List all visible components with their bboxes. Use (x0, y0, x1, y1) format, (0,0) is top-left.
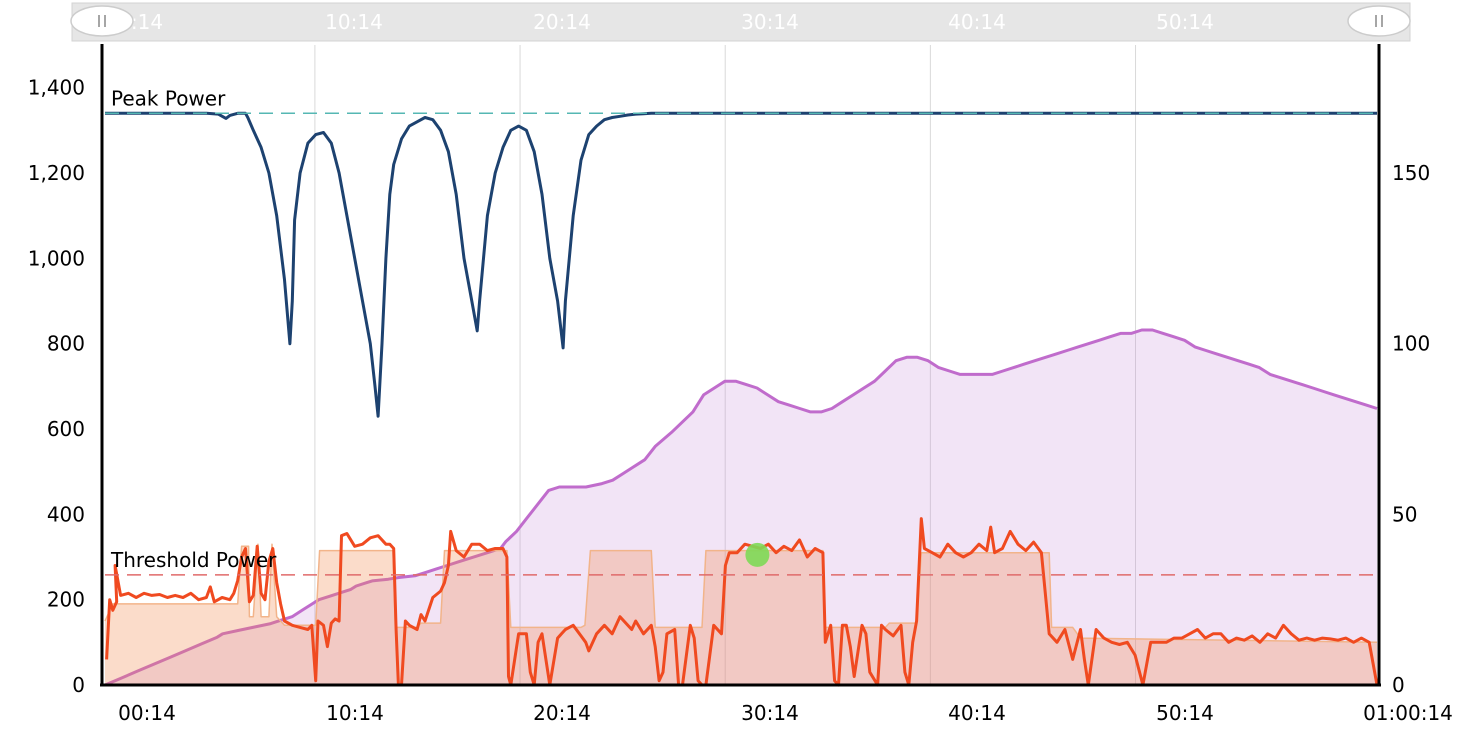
series-layer (104, 111, 1379, 687)
y-left-tick-label: 1,000 (28, 246, 85, 270)
x-tick-label: 50:14 (1156, 701, 1214, 725)
series-best_power_curve-line (105, 111, 1377, 418)
x-tick-label: 20:14 (533, 701, 591, 725)
y-left-tick-label: 600 (47, 417, 85, 441)
y-right-tick-label: 100 (1392, 332, 1430, 356)
x-tick-label: 30:14 (741, 701, 799, 725)
y-right-tick-label: 150 (1392, 161, 1430, 185)
y-left-tick-label: 0 (72, 673, 85, 697)
navigator-tick-label: :14 (131, 10, 163, 34)
range-navigator[interactable]: :14 10:14 20:14 30:14 40:14 50:14 (70, 2, 1411, 42)
y-left-tick-label: 1,200 (28, 161, 85, 185)
annotations: Peak Power Threshold Power (105, 86, 1377, 576)
y-right-tick-label: 0 (1392, 673, 1405, 697)
series-right_axis_metric-area (105, 330, 1377, 685)
navigator-tick-label: 30:14 (741, 10, 799, 34)
series-right_axis_metric-line (104, 328, 1378, 687)
x-tick-label: 00:14 (118, 701, 176, 725)
y-left-tick-label: 1,400 (28, 76, 85, 100)
marker-layer (745, 542, 770, 567)
x-tick-label: 01:00:14 (1363, 701, 1453, 725)
y-axis-right-ticks: 0 50 100 150 (1392, 161, 1430, 697)
navigator-track[interactable] (71, 2, 1411, 42)
navigator-left-handle[interactable] (70, 5, 134, 37)
navigator-tick-label: 20:14 (533, 10, 591, 34)
navigator-tick-labels: :14 10:14 20:14 30:14 40:14 50:14 (131, 10, 1214, 34)
reference-label: Threshold Power (110, 548, 277, 572)
series-power-line (105, 517, 1379, 687)
reference-label: Peak Power (111, 86, 226, 110)
vertical-gridlines (314, 45, 1137, 685)
y-left-tick-label: 200 (47, 588, 85, 612)
y-right-tick-label: 50 (1392, 502, 1417, 526)
y-axis-left-ticks: 0 200 400 600 800 1,000 1,200 1,400 (28, 76, 85, 697)
x-tick-label: 40:14 (948, 701, 1006, 725)
x-tick-label: 10:14 (326, 701, 384, 725)
y-left-tick-label: 400 (47, 502, 85, 526)
hover-marker (745, 542, 770, 567)
navigator-tick-label: 10:14 (325, 10, 383, 34)
navigator-right-handle[interactable] (1347, 5, 1411, 37)
navigator-tick-label: 50:14 (1156, 10, 1214, 34)
x-axis-ticks: 00:14 10:14 20:14 30:14 40:14 50:14 01:00:14 (118, 701, 1453, 725)
y-left-tick-label: 800 (47, 332, 85, 356)
navigator-tick-label: 40:14 (948, 10, 1006, 34)
series-power_smoothed-area (105, 544, 1377, 685)
